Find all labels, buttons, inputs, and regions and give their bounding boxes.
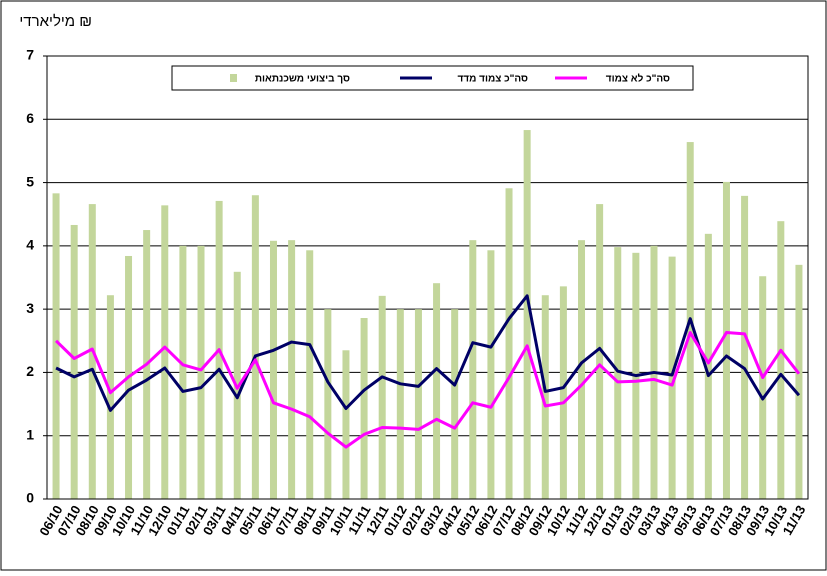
bar [523, 130, 531, 499]
legend-label: סה"כ צמוד מדד [457, 74, 528, 85]
bar [106, 295, 114, 499]
legend-box [171, 65, 694, 91]
y-tick-label: 4 [26, 237, 34, 253]
bar [505, 188, 513, 499]
bar [614, 247, 622, 499]
bar [414, 309, 422, 499]
legend-label: סה"כ לא צמוד [606, 73, 670, 85]
legend-swatch [230, 74, 237, 82]
bar [668, 256, 676, 499]
bar [759, 276, 767, 499]
bar [70, 224, 78, 500]
bar [777, 221, 785, 499]
bar [487, 250, 495, 499]
bar [541, 295, 549, 499]
bar [161, 205, 169, 499]
bar [288, 240, 296, 499]
bar [559, 286, 567, 499]
bar [704, 233, 712, 499]
y-axis-label: מיליארדי ₪ [19, 13, 92, 30]
bar [596, 204, 604, 500]
bar [451, 309, 459, 499]
y-tick-label: 7 [26, 47, 34, 63]
y-tick-label: 1 [26, 426, 34, 442]
y-tick-label: 0 [26, 490, 34, 506]
bar [179, 245, 187, 499]
bar [251, 195, 259, 499]
bar [795, 264, 803, 499]
line [55, 331, 801, 449]
y-tick-label: 6 [26, 110, 34, 126]
bar [360, 318, 368, 499]
bar [52, 193, 60, 499]
bar [378, 295, 386, 499]
plot-frame [46, 55, 809, 500]
bar [396, 309, 404, 499]
y-tick-label: 2 [26, 363, 34, 379]
y-tick-label: 5 [26, 173, 34, 189]
bar [342, 350, 350, 499]
bar [469, 240, 477, 499]
y-tick-label: 3 [26, 300, 34, 316]
bar [269, 240, 277, 499]
bar [578, 240, 586, 499]
bar [324, 309, 332, 499]
bar [306, 250, 314, 499]
bar [741, 195, 749, 499]
bar [433, 283, 441, 499]
bar [197, 245, 205, 499]
line [55, 294, 801, 412]
bar [722, 181, 730, 499]
legend-label: סך ביצועי משכנתאות [255, 74, 350, 85]
